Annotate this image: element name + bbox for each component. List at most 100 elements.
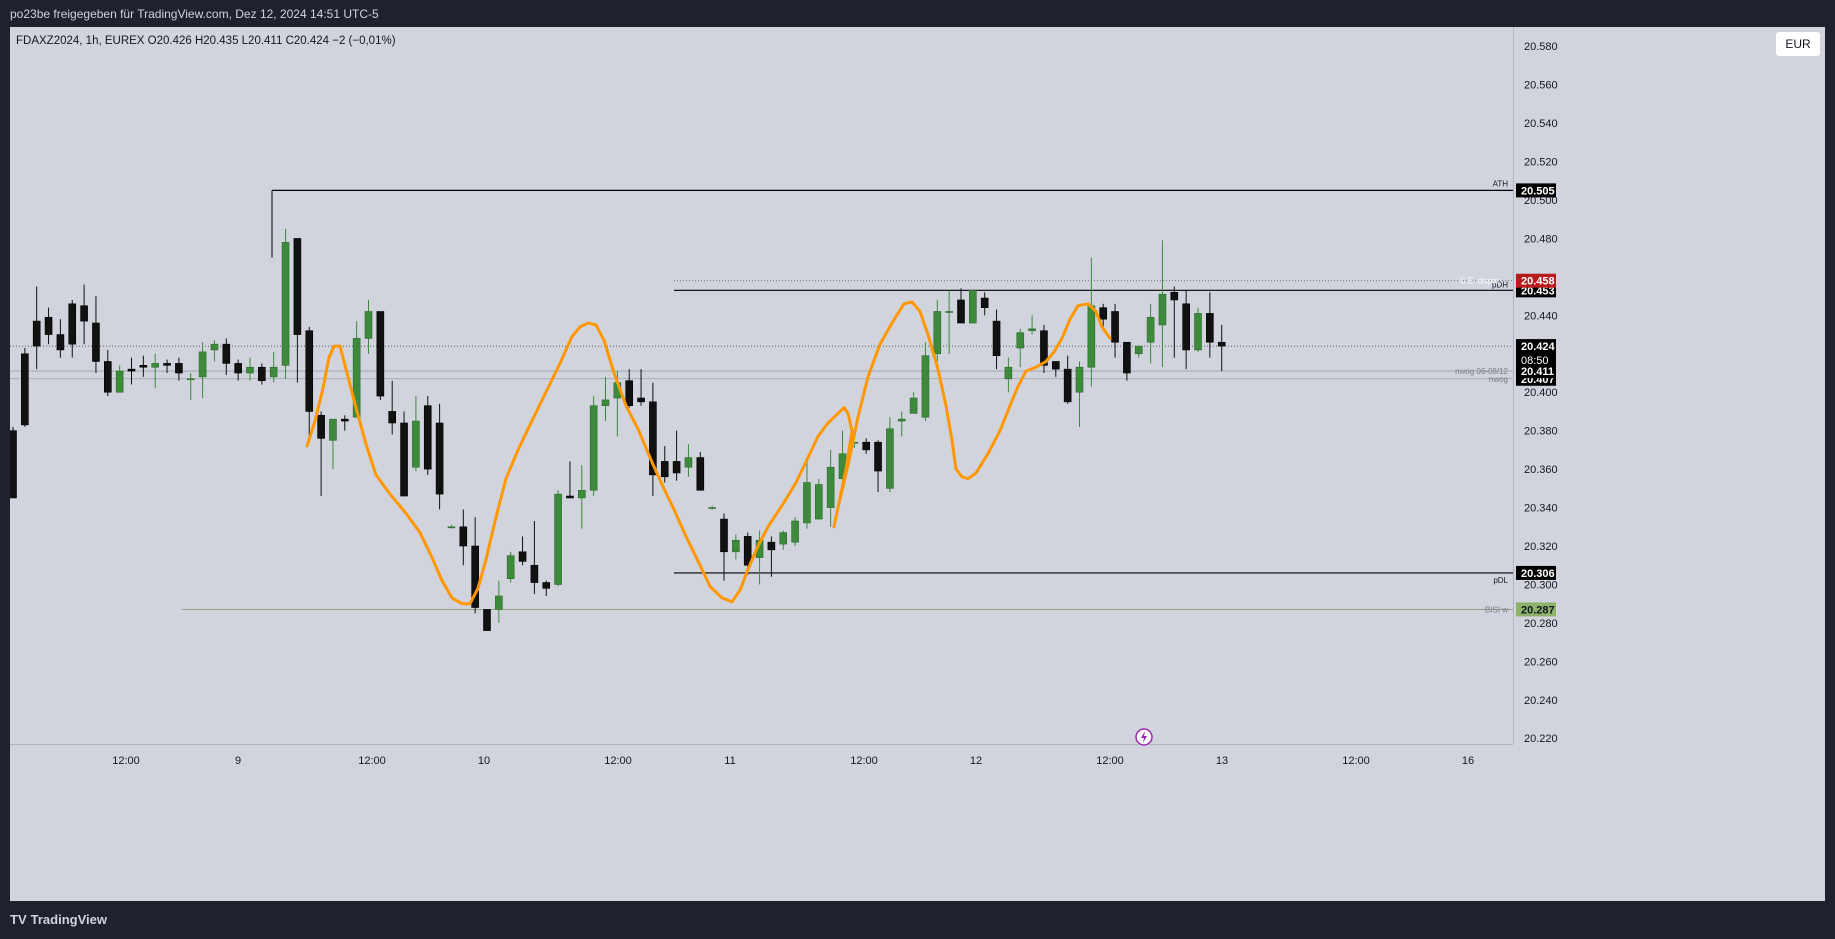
candle[interactable] [554,490,562,587]
candle[interactable] [506,551,515,583]
candle[interactable] [1206,292,1214,358]
candle[interactable] [104,349,112,397]
candle[interactable] [1182,290,1190,370]
candle[interactable] [637,369,645,406]
candle[interactable] [352,321,361,418]
candle[interactable] [767,536,776,577]
candle[interactable] [589,396,598,497]
candle[interactable] [530,521,539,595]
candles-layer[interactable] [10,228,1226,631]
candle[interactable] [945,290,953,354]
candle[interactable] [660,446,669,483]
candle[interactable] [163,359,171,374]
candle[interactable] [483,609,491,631]
candle[interactable] [44,307,53,345]
candle[interactable] [732,534,740,560]
candle[interactable] [234,359,242,381]
candle[interactable] [186,373,195,400]
candle[interactable] [317,411,325,497]
tradingview-logo[interactable]: TV TradingView [10,912,107,927]
candle[interactable] [246,357,254,381]
candle[interactable] [1004,357,1013,393]
candle[interactable] [471,517,479,614]
candle[interactable] [388,380,397,435]
candle[interactable] [1075,361,1084,427]
freehand-drawing[interactable] [305,300,1112,606]
candle[interactable] [495,580,503,623]
candle[interactable] [68,299,77,358]
candle[interactable] [400,411,408,497]
candle[interactable] [423,396,432,475]
price-axis[interactable]: 20.580 20.560 20.540 20.520 20.500 20.480 20.4… [1524,41,1558,745]
candle[interactable] [1123,341,1131,381]
candle[interactable] [435,403,444,510]
candle[interactable] [198,342,207,398]
candle[interactable] [921,342,930,422]
candle[interactable] [258,363,266,385]
candle[interactable] [329,418,337,470]
candle[interactable] [281,228,290,379]
candle[interactable] [1052,361,1060,377]
candle[interactable] [992,309,1001,370]
candle[interactable] [1016,328,1025,368]
candle[interactable] [1111,303,1119,358]
candle[interactable] [791,517,799,547]
candle[interactable] [1063,355,1072,404]
candle[interactable] [969,290,977,324]
candle[interactable] [542,580,551,596]
candle[interactable] [1194,307,1202,352]
candle[interactable] [340,415,349,431]
alert-icon[interactable] [1135,728,1153,746]
candle[interactable] [518,536,527,566]
candle[interactable] [376,311,385,400]
chart-area[interactable]: ATH pDH C.E. dispar... nwog 06-08/12 nwog pDL… [10,27,1825,901]
candle[interactable] [874,440,882,493]
candle[interactable] [222,338,231,375]
candle[interactable] [886,417,894,493]
candle[interactable] [127,357,136,385]
candle[interactable] [720,513,728,581]
candle[interactable] [980,292,989,316]
candle[interactable] [897,411,906,437]
candle[interactable] [862,438,871,454]
candle[interactable] [1217,324,1226,372]
candle[interactable] [1170,286,1179,358]
candle[interactable] [566,461,574,499]
time-axis[interactable]: 12:00 9 12:00 10 12:00 11 12:00 12 12:00 13 12:00 1… [112,755,1474,767]
currency-selector[interactable]: EUR [1776,32,1820,56]
candle[interactable] [305,326,314,443]
candle[interactable] [779,530,788,550]
candle[interactable] [814,478,823,520]
candle[interactable] [269,351,278,383]
candle[interactable] [21,348,29,427]
candle[interactable] [826,449,835,527]
candle[interactable] [1040,324,1048,374]
candle[interactable] [139,355,148,377]
candle[interactable] [684,444,693,477]
candle[interactable] [649,382,657,497]
candle[interactable] [151,353,159,389]
candle[interactable] [601,376,610,422]
candle[interactable] [672,430,681,481]
candle[interactable] [1087,257,1096,387]
candle[interactable] [1146,303,1155,364]
candle[interactable] [803,457,811,529]
candle[interactable] [1158,240,1167,368]
candle[interactable] [293,238,302,383]
candle[interactable] [1028,315,1036,335]
candle[interactable] [210,340,219,362]
candle[interactable] [115,365,124,393]
candle[interactable] [447,524,456,529]
candle[interactable] [696,451,705,491]
candle[interactable] [412,396,420,472]
candle[interactable] [10,426,17,499]
candle[interactable] [459,509,468,566]
candle[interactable] [56,319,65,358]
candle[interactable] [933,299,942,362]
candle[interactable] [909,392,918,414]
candle[interactable] [708,505,716,510]
candle[interactable] [364,299,373,354]
candle[interactable] [577,465,586,529]
candle[interactable] [625,369,634,408]
